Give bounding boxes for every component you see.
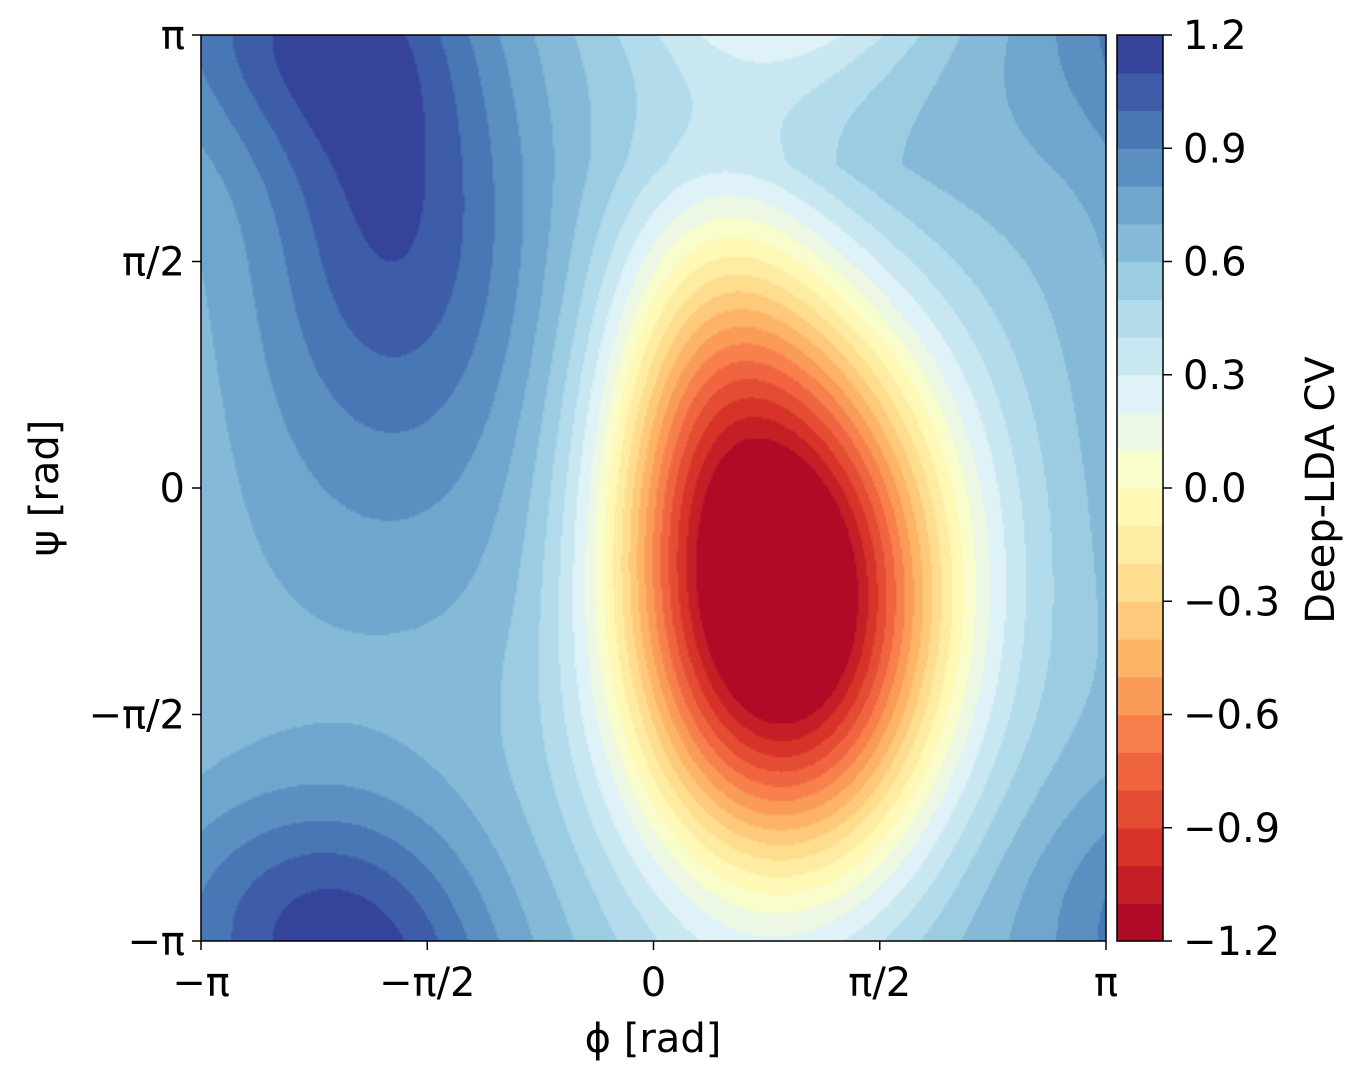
colorbar-ticks: −1.2 −0.9 −0.6 −0.3 0.0 0.3 0.6 0.9 1.2 [1163, 13, 1280, 965]
colorbar-tick-label: −0.3 [1183, 579, 1280, 625]
y-tick-label: π/2 [122, 239, 185, 285]
colorbar-tick-label: −0.9 [1183, 806, 1280, 852]
x-tick-label: π/2 [848, 960, 911, 1006]
plot-area [200, 34, 1107, 942]
x-tick-label: −π/2 [379, 960, 476, 1006]
colorbar-level [1117, 299, 1163, 338]
colorbar-level [1117, 450, 1163, 489]
colorbar-level [1117, 223, 1163, 263]
colorbar-level [1117, 412, 1163, 451]
x-axis-label: ϕ [rad] [585, 1016, 722, 1062]
colorbar-level [1117, 261, 1163, 300]
colorbar-level [1117, 374, 1163, 414]
colorbar-level [1117, 865, 1163, 904]
colorbar-level [1117, 752, 1163, 791]
y-axis: −π −π/2 0 π/2 π [88, 13, 201, 965]
y-tick-label: −π [127, 919, 185, 965]
y-axis-label: ψ [rad] [22, 420, 68, 557]
colorbar-level [1117, 337, 1163, 376]
colorbar-level [1117, 827, 1163, 867]
y-tick-label: π [161, 13, 185, 59]
contour-field [201, 35, 1106, 941]
colorbar [1116, 34, 1164, 942]
colorbar-level [1117, 639, 1163, 678]
colorbar-level [1117, 72, 1163, 112]
colorbar-label: Deep-LDA CV [1298, 356, 1344, 624]
x-tick-label: −π [172, 960, 230, 1006]
colorbar-tick-label: 0.6 [1183, 240, 1247, 286]
colorbar-level [1117, 110, 1163, 149]
colorbar-tick-label: 0.0 [1183, 466, 1247, 512]
colorbar-level [1117, 563, 1163, 602]
colorbar-tick-label: 1.2 [1183, 13, 1247, 59]
colorbar-tick-label: −0.6 [1183, 693, 1280, 739]
colorbar-level [1117, 525, 1163, 565]
x-tick-label: π [1094, 960, 1118, 1006]
colorbar-level [1117, 186, 1163, 225]
x-tick-label: 0 [641, 960, 666, 1006]
colorbar-level [1117, 903, 1163, 942]
colorbar-level [1117, 488, 1163, 527]
colorbar-level [1117, 148, 1163, 187]
x-axis: −π −π/2 0 π/2 π [172, 941, 1118, 1006]
colorbar-level [1117, 790, 1163, 829]
colorbar-tick-label: 0.3 [1183, 353, 1247, 399]
y-tick-label: 0 [160, 466, 185, 512]
colorbar-level [1117, 601, 1163, 640]
colorbar-level [1117, 676, 1163, 716]
colorbar-tick-label: 0.9 [1183, 126, 1247, 172]
y-tick-label: −π/2 [88, 693, 185, 739]
colorbar-level [1117, 714, 1163, 753]
colorbar-level [1117, 35, 1163, 74]
colorbar-tick-label: −1.2 [1183, 919, 1280, 965]
